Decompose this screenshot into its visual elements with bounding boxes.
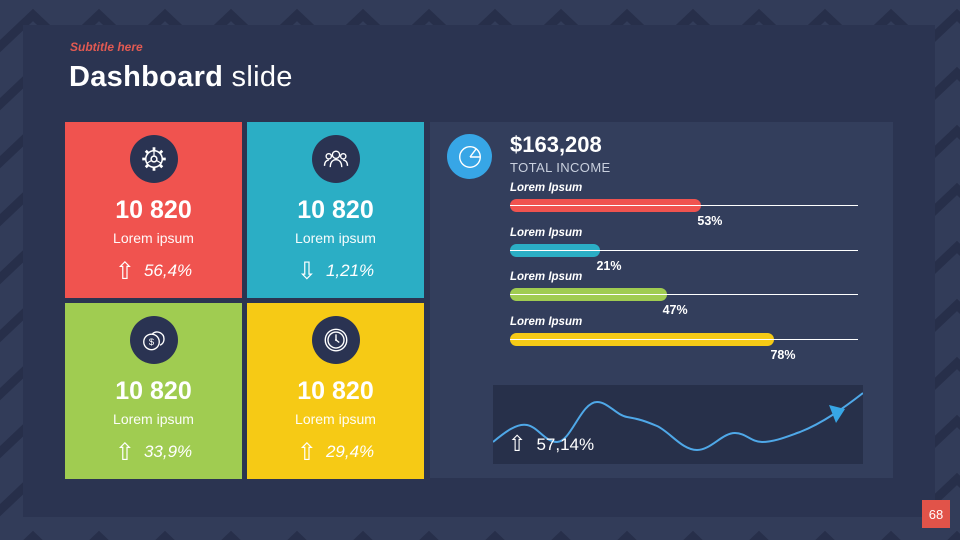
bar-track bbox=[510, 199, 858, 212]
gear-icon bbox=[141, 147, 166, 171]
slide-subtitle: Subtitle here bbox=[70, 40, 143, 54]
icon-circle bbox=[129, 135, 178, 183]
bar-percent: 53% bbox=[697, 214, 723, 228]
kpi-trend-value: 29,4% bbox=[325, 442, 375, 461]
kpi-card-red: 10 820 Lorem ipsum ⇧ 56,4% bbox=[65, 122, 242, 298]
bar-track bbox=[510, 332, 858, 346]
sparkline-chart bbox=[492, 392, 864, 452]
kpi-label: Lorem ipsum bbox=[113, 411, 194, 427]
kpi-value: 10 820 bbox=[115, 377, 192, 405]
kpi-card-yellow: 10 820 Lorem ipsum ⇧ 29,4% bbox=[247, 303, 424, 479]
bar-row: Lorem Ipsum 21% bbox=[510, 226, 858, 273]
up-arrow-icon: ⇧ bbox=[508, 432, 527, 457]
bar-track bbox=[510, 288, 858, 301]
kpi-trend-value: 33,9% bbox=[143, 442, 193, 461]
arrowhead-marker bbox=[829, 405, 845, 423]
bar-baseline bbox=[510, 338, 858, 340]
up-arrow-icon: ⇧ bbox=[296, 438, 317, 466]
bar-row: Lorem Ipsum 78% bbox=[510, 315, 858, 362]
total-income-label: TOTAL INCOME bbox=[510, 160, 611, 175]
up-arrow-icon: ⇧ bbox=[114, 257, 135, 285]
kpi-trend-value: 56,4% bbox=[143, 261, 193, 280]
bar-percent: 21% bbox=[596, 258, 622, 273]
page-number-badge: 68 bbox=[922, 500, 950, 528]
kpi-trend: ⇧ 56,4% bbox=[65, 256, 242, 286]
icon-circle: $ bbox=[129, 316, 178, 364]
kpi-trend: ⇩ 1,21% bbox=[247, 256, 424, 286]
bar-percent: 47% bbox=[662, 303, 688, 317]
kpi-label: Lorem ipsum bbox=[113, 230, 194, 246]
up-arrow-icon: ⇧ bbox=[114, 438, 135, 466]
clock-icon bbox=[324, 328, 347, 352]
bar-row: Lorem Ipsum 53% bbox=[510, 182, 858, 228]
total-income-value: $163,208 bbox=[510, 132, 602, 157]
slide-title-light: slide bbox=[223, 61, 293, 93]
kpi-label: Lorem ipsum bbox=[295, 411, 376, 427]
bar-row: Lorem Ipsum 47% bbox=[510, 271, 858, 317]
bar-baseline bbox=[510, 249, 858, 251]
icon-circle bbox=[311, 135, 360, 183]
kpi-trend: ⇧ 33,9% bbox=[65, 437, 242, 467]
trend-sparkline-panel: ⇧ 57,14% bbox=[492, 385, 864, 464]
svg-text:$: $ bbox=[148, 337, 154, 347]
sparkline-trend-value: 57,14% bbox=[536, 435, 595, 454]
bar-label: Lorem Ipsum bbox=[510, 226, 583, 239]
slide-canvas: Subtitle here Dashboard slide 10 820 Lor… bbox=[23, 25, 935, 517]
down-arrow-icon: ⇩ bbox=[296, 257, 317, 285]
bar-track bbox=[510, 243, 858, 257]
kpi-label: Lorem ipsum bbox=[295, 230, 376, 246]
kpi-value: 10 820 bbox=[297, 377, 374, 405]
page-number: 68 bbox=[928, 506, 944, 522]
kpi-card-green: $ 10 820 Lorem ipsum ⇧ 33,9% bbox=[65, 303, 242, 479]
kpi-value: 10 820 bbox=[297, 196, 374, 224]
icon-circle bbox=[311, 316, 360, 364]
users-icon bbox=[323, 150, 348, 168]
bar-label: Lorem Ipsum bbox=[510, 315, 583, 328]
kpi-card-grid: 10 820 Lorem ipsum ⇧ 56,4% 10 820 Lorem … bbox=[65, 122, 424, 503]
pie-chart-icon bbox=[458, 145, 481, 168]
bar-baseline bbox=[510, 294, 858, 295]
sparkline-trend: ⇧ 57,14% bbox=[508, 434, 594, 456]
total-income-panel: $163,208 TOTAL INCOME Lorem Ipsum 53% Lo… bbox=[430, 122, 893, 478]
bar-baseline bbox=[510, 205, 858, 206]
progress-bar-chart: Lorem Ipsum 53% Lorem Ipsum 21% Lorem Ip… bbox=[510, 182, 858, 362]
slide-title: Dashboard slide bbox=[69, 61, 293, 94]
slide-title-bold: Dashboard bbox=[69, 61, 224, 93]
bar-label: Lorem Ipsum bbox=[510, 182, 583, 194]
coins-icon: $ bbox=[142, 331, 165, 351]
kpi-trend-value: 1,21% bbox=[325, 261, 375, 280]
kpi-card-teal: 10 820 Lorem ipsum ⇩ 1,21% bbox=[247, 122, 424, 298]
bar-percent: 78% bbox=[770, 347, 796, 362]
icon-circle-blue bbox=[447, 134, 492, 179]
kpi-trend: ⇧ 29,4% bbox=[247, 437, 424, 467]
bar-label: Lorem Ipsum bbox=[510, 271, 583, 283]
kpi-value: 10 820 bbox=[115, 196, 192, 224]
